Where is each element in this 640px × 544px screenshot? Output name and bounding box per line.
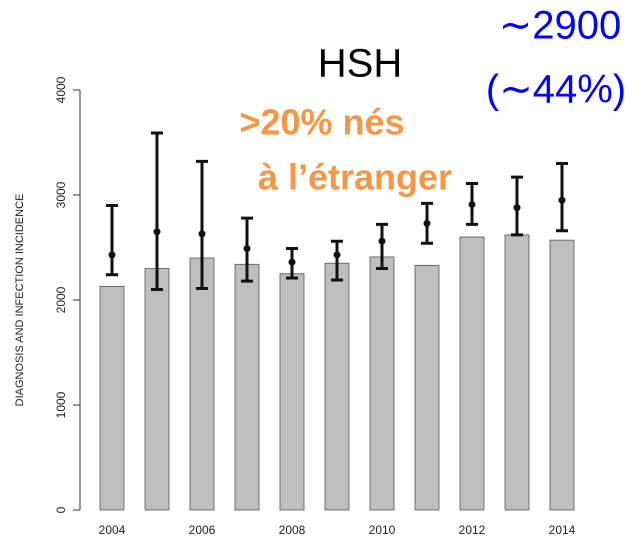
bar <box>99 285 125 511</box>
error-bar <box>106 204 118 277</box>
error-bar <box>376 222 388 270</box>
bar <box>189 257 215 511</box>
point <box>468 200 476 208</box>
annotation: >20% nés <box>239 102 404 143</box>
y-axis-label: DIAGNOSIS AND INFECTION INCIDENCE <box>14 194 26 407</box>
y-tick-label: 1000 <box>54 391 68 418</box>
y-tick-label: 2000 <box>54 286 68 313</box>
x-tick-label: 2010 <box>369 523 396 537</box>
bar <box>369 256 395 511</box>
annotation: (∼44%) <box>486 68 626 112</box>
bar <box>324 262 350 511</box>
bar <box>459 236 485 511</box>
bar <box>414 264 440 511</box>
y-tick-label: 3000 <box>54 181 68 208</box>
bar <box>504 234 530 511</box>
error-bar <box>331 239 343 282</box>
x-tick-label: 2012 <box>459 523 486 537</box>
point <box>198 230 206 238</box>
bar <box>234 263 260 511</box>
annotation: HSH <box>318 42 402 86</box>
point <box>333 251 341 259</box>
point <box>378 237 386 245</box>
bar <box>144 268 170 511</box>
error-bar <box>151 131 163 291</box>
error-bar <box>196 159 208 290</box>
y-tick-label: 0 <box>54 506 68 513</box>
point <box>243 245 251 253</box>
point <box>558 196 566 204</box>
x-tick-label: 2006 <box>189 523 216 537</box>
y-tick-label: 4000 <box>54 76 68 103</box>
bar <box>549 239 575 511</box>
point <box>513 204 521 212</box>
x-tick-label: 2008 <box>279 523 306 537</box>
x-tick-label: 2014 <box>549 523 576 537</box>
point <box>153 228 161 236</box>
annotation: ∼2900 <box>499 4 622 48</box>
x-tick-label: 2004 <box>99 523 126 537</box>
point <box>423 219 431 227</box>
bar <box>279 273 305 511</box>
point <box>108 251 116 259</box>
annotation: à l’étranger <box>258 157 452 198</box>
point <box>288 258 296 266</box>
